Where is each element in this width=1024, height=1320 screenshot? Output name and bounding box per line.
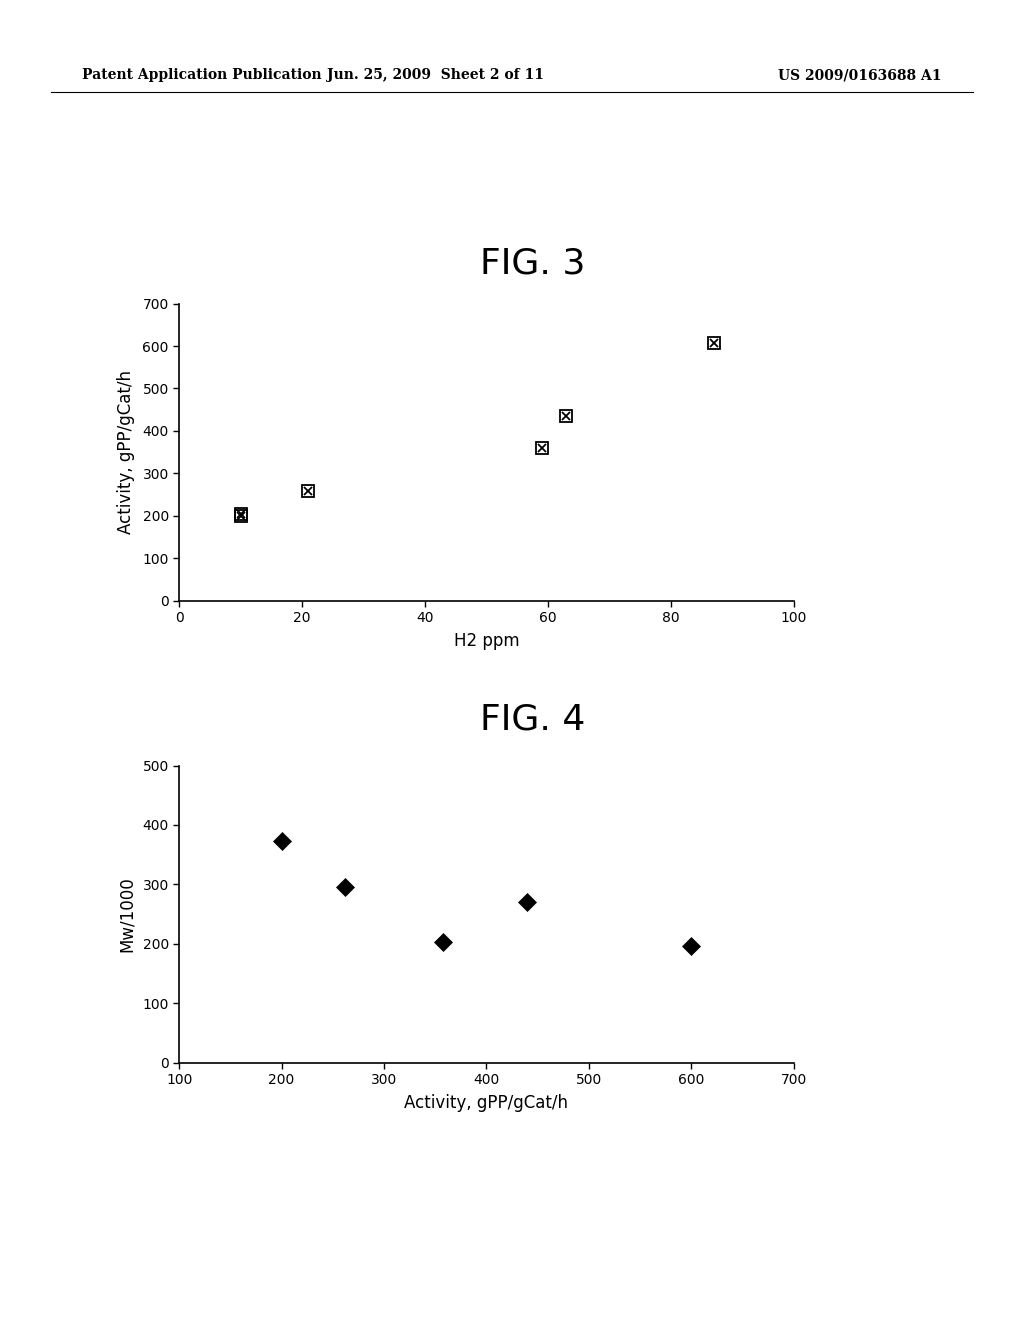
X-axis label: H2 ppm: H2 ppm (454, 632, 519, 649)
Text: FIG. 4: FIG. 4 (480, 702, 585, 737)
X-axis label: Activity, gPP/gCat/h: Activity, gPP/gCat/h (404, 1094, 568, 1111)
Text: Patent Application Publication: Patent Application Publication (82, 69, 322, 82)
Y-axis label: Activity, gPP/gCat/h: Activity, gPP/gCat/h (118, 370, 135, 535)
Text: US 2009/0163688 A1: US 2009/0163688 A1 (778, 69, 942, 82)
Text: FIG. 3: FIG. 3 (480, 247, 585, 281)
Text: Jun. 25, 2009  Sheet 2 of 11: Jun. 25, 2009 Sheet 2 of 11 (327, 69, 544, 82)
Y-axis label: Mw/1000: Mw/1000 (118, 876, 135, 952)
